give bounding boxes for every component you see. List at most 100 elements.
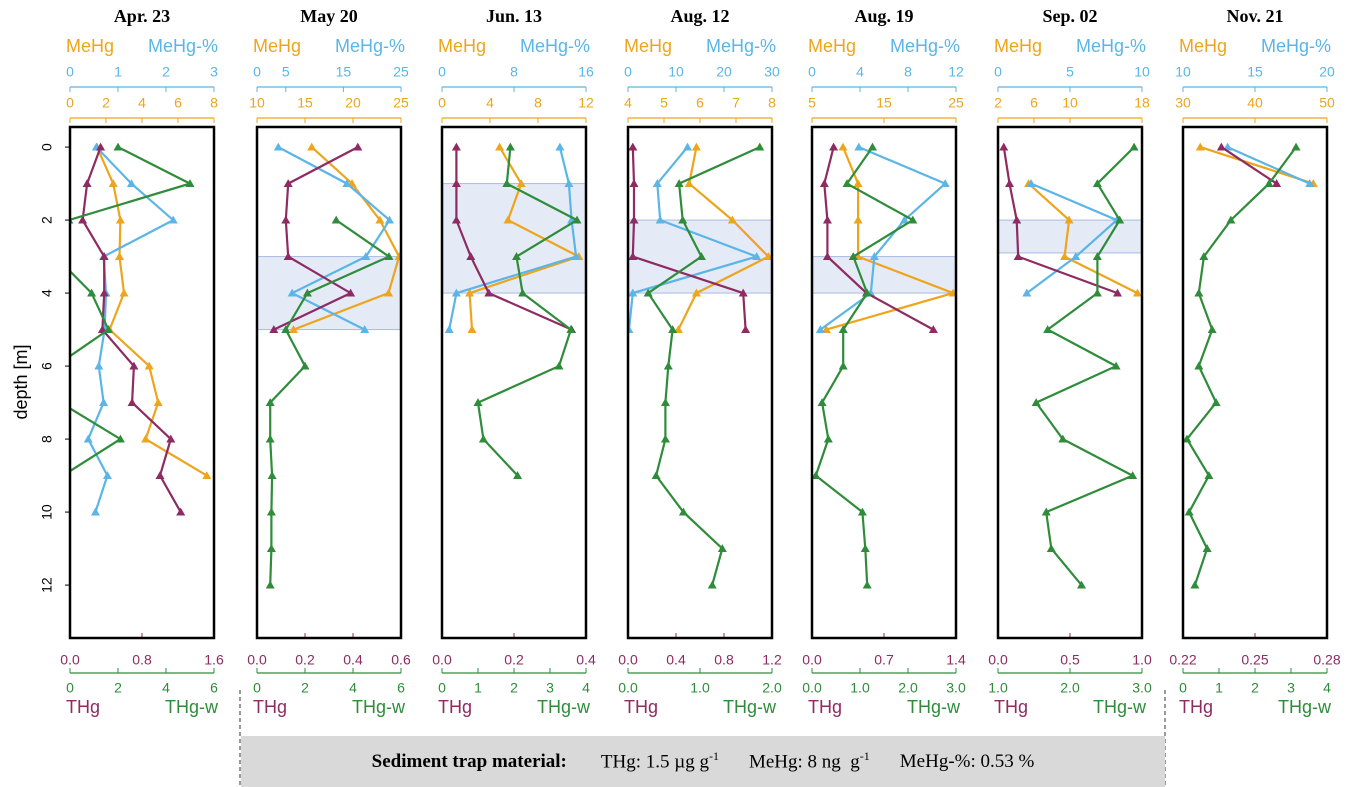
data-point bbox=[115, 434, 125, 443]
data-point bbox=[1216, 142, 1226, 151]
x-tick-label: 0 bbox=[994, 64, 1002, 80]
data-point bbox=[265, 434, 275, 443]
data-point bbox=[478, 434, 488, 443]
series-line bbox=[448, 146, 578, 330]
x-tick-label: 0.0 bbox=[802, 652, 822, 668]
series-line bbox=[1185, 146, 1297, 586]
axis-name: THg bbox=[808, 697, 842, 717]
data-point bbox=[853, 179, 863, 187]
data-point bbox=[518, 288, 528, 297]
x-tick-label: 15 bbox=[876, 95, 892, 111]
x-tick-label: 8 bbox=[534, 95, 542, 111]
data-point bbox=[1046, 544, 1056, 552]
data-point bbox=[505, 142, 515, 151]
x-tick-label: 0.6 bbox=[391, 652, 411, 668]
data-point bbox=[495, 142, 505, 151]
x-tick-label: 4 bbox=[582, 680, 590, 696]
data-point bbox=[848, 252, 858, 260]
data-point bbox=[822, 215, 832, 224]
data-point bbox=[1113, 288, 1123, 297]
axis-name: MeHg-% bbox=[890, 36, 960, 56]
data-point bbox=[673, 325, 683, 333]
data-point bbox=[651, 471, 661, 479]
footer-sup: -1 bbox=[708, 749, 719, 764]
data-point bbox=[353, 142, 363, 151]
footer-text: MeHg-%: 0.53 % bbox=[899, 750, 1035, 772]
series-line bbox=[814, 146, 915, 586]
data-point bbox=[58, 471, 67, 479]
panel-title: Sep. 02 bbox=[1042, 6, 1097, 26]
data-point bbox=[1128, 471, 1138, 479]
data-point bbox=[96, 142, 106, 151]
axis-name: MeHg bbox=[438, 36, 486, 56]
x-tick-label: 10 bbox=[249, 95, 265, 111]
x-tick-label: 12 bbox=[578, 95, 594, 111]
x-tick-label: 0.5 bbox=[1060, 652, 1080, 668]
data-point bbox=[346, 288, 356, 297]
panel-frame bbox=[440, 125, 588, 640]
data-point bbox=[141, 434, 151, 443]
x-tick-label: 0 bbox=[808, 64, 816, 80]
data-point bbox=[554, 361, 564, 370]
axis-name: MeHg bbox=[253, 36, 301, 56]
x-tick-label: 0 bbox=[624, 64, 632, 80]
highlight-band bbox=[997, 219, 1143, 254]
axis-name: MeHg bbox=[66, 36, 114, 56]
x-tick-label: 0 bbox=[438, 680, 446, 696]
data-point bbox=[652, 179, 662, 187]
data-point bbox=[1129, 142, 1139, 151]
data-point bbox=[738, 288, 748, 297]
panel-frame bbox=[68, 125, 216, 640]
x-tick-label: 4 bbox=[162, 680, 170, 696]
x-tick-label: 0.0 bbox=[247, 652, 267, 668]
axis-name: THg-w bbox=[907, 697, 961, 717]
x-tick-label: 3 bbox=[210, 64, 218, 80]
data-point bbox=[87, 288, 97, 297]
data-point bbox=[678, 507, 688, 516]
y-axis-label: depth [m] bbox=[11, 344, 31, 419]
data-point bbox=[267, 471, 277, 479]
footer-item: THg: 1.5 µg g-1 bbox=[601, 749, 719, 773]
x-tick-label: 8 bbox=[904, 64, 912, 80]
data-point bbox=[288, 325, 298, 333]
data-point bbox=[144, 361, 154, 370]
x-tick-label: 0 bbox=[66, 95, 74, 111]
footer-title-text: Sediment trap material: bbox=[371, 750, 567, 772]
data-point bbox=[862, 580, 872, 589]
data-point bbox=[566, 325, 576, 333]
axis-name: MeHg-% bbox=[520, 36, 590, 56]
axis-name: THg bbox=[66, 697, 100, 717]
axis-name: THg-w bbox=[352, 697, 406, 717]
data-point bbox=[1013, 252, 1023, 260]
data-point bbox=[90, 507, 100, 516]
x-tick-label: 1.4 bbox=[946, 652, 966, 668]
x-tick-label: 0.2 bbox=[295, 652, 315, 668]
data-point bbox=[1305, 179, 1315, 187]
data-point bbox=[176, 507, 186, 516]
data-point bbox=[331, 215, 341, 224]
data-point bbox=[513, 471, 523, 479]
data-point bbox=[51, 252, 60, 260]
axis-name: THg-w bbox=[723, 697, 777, 717]
data-point bbox=[1190, 580, 1200, 589]
x-tick-label: 20 bbox=[716, 64, 732, 80]
panel-title: Aug. 12 bbox=[670, 6, 729, 26]
x-tick-label: 15 bbox=[297, 95, 313, 111]
x-tick-label: 0 bbox=[438, 64, 446, 80]
data-point bbox=[102, 471, 112, 479]
data-point bbox=[1184, 507, 1194, 516]
data-point bbox=[707, 580, 717, 589]
x-tick-label: 1.0 bbox=[850, 680, 870, 696]
x-tick-label: 5 bbox=[660, 95, 668, 111]
footer-item: MeHg-%: 0.53 % bbox=[900, 751, 1035, 773]
x-tick-label: 4 bbox=[349, 680, 357, 696]
data-point bbox=[99, 252, 109, 260]
x-tick-label: 2.0 bbox=[762, 680, 782, 696]
data-point bbox=[572, 215, 582, 224]
data-point bbox=[860, 544, 870, 552]
x-tick-label: 0.4 bbox=[666, 652, 686, 668]
panel-title: Nov. 21 bbox=[1226, 6, 1283, 26]
x-tick-label: 6 bbox=[397, 680, 405, 696]
x-tick-label: 3.0 bbox=[946, 680, 966, 696]
